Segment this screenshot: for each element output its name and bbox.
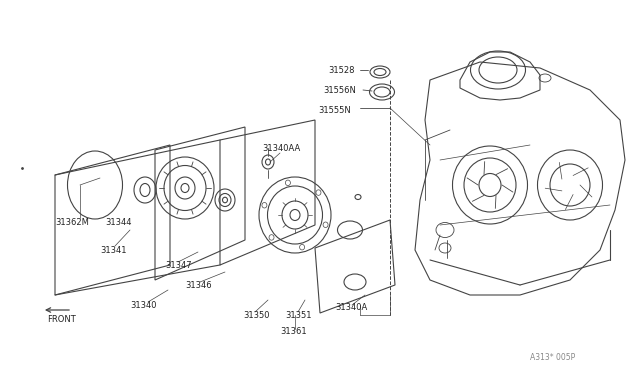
Text: 31362M: 31362M	[55, 218, 89, 227]
Text: 31528: 31528	[328, 65, 355, 74]
Text: 31351: 31351	[285, 311, 312, 320]
Text: 31555N: 31555N	[318, 106, 351, 115]
Text: FRONT: FRONT	[47, 315, 76, 324]
Text: 31344: 31344	[105, 218, 131, 227]
Text: 31350: 31350	[243, 311, 269, 320]
Text: A313* 005P: A313* 005P	[530, 353, 575, 362]
Text: 31340A: 31340A	[335, 304, 367, 312]
Text: 31346: 31346	[185, 280, 212, 289]
Text: 31340AA: 31340AA	[262, 144, 300, 153]
Text: 31347: 31347	[165, 260, 191, 269]
Text: 31361: 31361	[280, 327, 307, 337]
Text: 31341: 31341	[100, 246, 127, 254]
Text: 31340: 31340	[130, 301, 157, 310]
Text: 31556N: 31556N	[323, 86, 356, 94]
